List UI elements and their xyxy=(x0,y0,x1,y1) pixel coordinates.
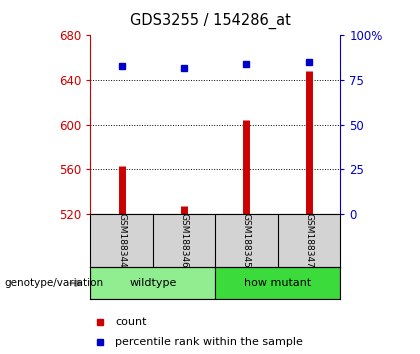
Text: GSM188345: GSM188345 xyxy=(242,213,251,268)
Text: GSM188347: GSM188347 xyxy=(304,213,313,268)
Text: count: count xyxy=(115,318,147,327)
Text: GSM188344: GSM188344 xyxy=(117,213,126,268)
Text: how mutant: how mutant xyxy=(244,278,311,288)
Text: GSM188346: GSM188346 xyxy=(179,213,189,268)
Text: genotype/variation: genotype/variation xyxy=(4,278,103,288)
Text: wildtype: wildtype xyxy=(129,278,176,288)
Text: GDS3255 / 154286_at: GDS3255 / 154286_at xyxy=(129,12,291,29)
Bar xyxy=(215,267,340,299)
Bar xyxy=(90,267,215,299)
Text: percentile rank within the sample: percentile rank within the sample xyxy=(115,337,303,347)
